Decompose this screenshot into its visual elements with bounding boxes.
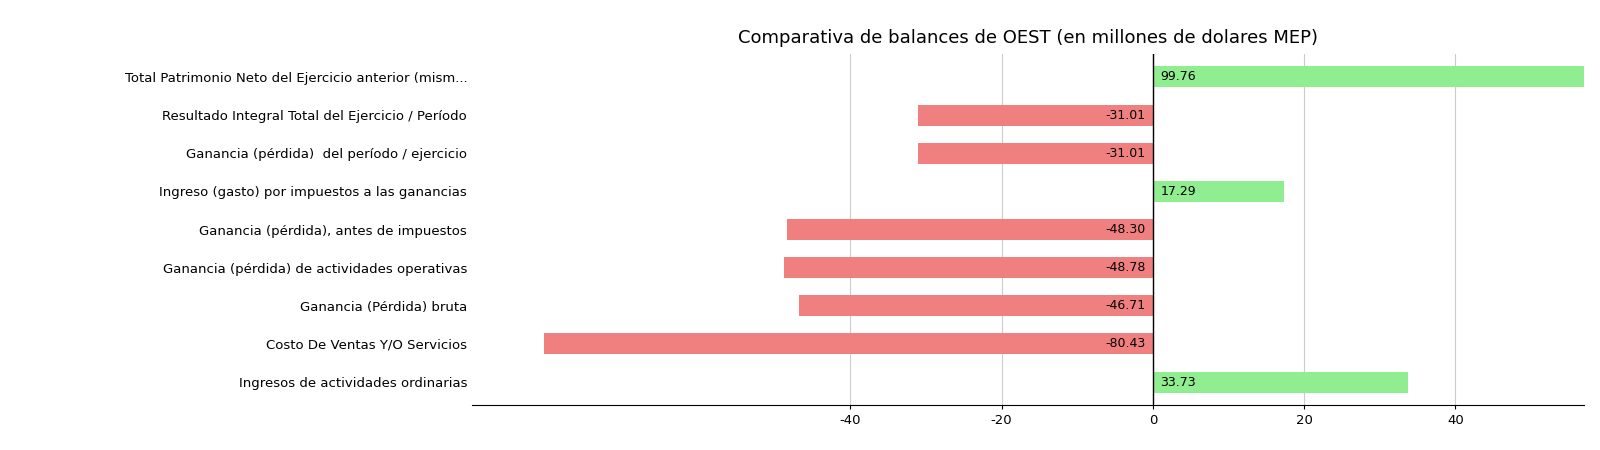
Bar [1154, 372, 1408, 392]
Text: -46.71: -46.71 [1106, 299, 1146, 312]
Text: -31.01: -31.01 [1106, 147, 1146, 160]
Text: 33.73: 33.73 [1160, 376, 1197, 389]
Bar [544, 333, 1154, 355]
Bar [784, 257, 1154, 278]
Bar [1154, 181, 1283, 202]
Bar [918, 104, 1154, 126]
Text: -31.01: -31.01 [1106, 108, 1146, 122]
Bar [800, 295, 1154, 316]
Text: -48.30: -48.30 [1106, 223, 1146, 236]
Text: -80.43: -80.43 [1106, 338, 1146, 351]
Text: -48.78: -48.78 [1106, 261, 1146, 274]
Bar [787, 219, 1154, 240]
Bar [918, 143, 1154, 164]
Text: 99.76: 99.76 [1160, 70, 1197, 83]
Bar [1154, 67, 1600, 87]
Text: 17.29: 17.29 [1160, 185, 1197, 198]
Title: Comparativa de balances de OEST (en millones de dolares MEP): Comparativa de balances de OEST (en mill… [738, 29, 1318, 47]
